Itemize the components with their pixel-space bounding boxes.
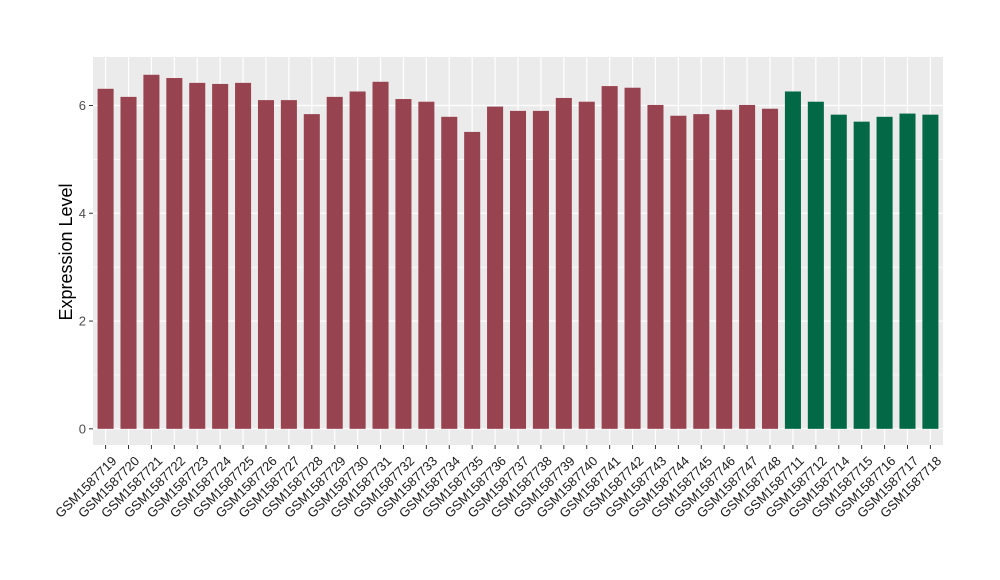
bar-GSM1587745 [693,114,710,429]
bar-GSM1587723 [189,82,206,429]
bar-GSM1587719 [97,88,114,429]
bar-GSM1587742 [624,87,641,429]
bar-GSM1587717 [899,113,916,429]
bar-GSM1587727 [280,100,297,429]
bar-GSM1587726 [257,100,274,429]
bar-GSM1587734 [441,116,458,429]
y-tick-label: 2 [79,314,86,329]
x-axis: GSM1587719GSM1587720GSM1587721GSM1587722… [52,445,944,521]
bar-GSM1587736 [487,106,504,429]
bar-GSM1587716 [876,116,893,429]
y-axis: 0 2 4 6 [79,98,93,436]
bar-GSM1587743 [647,104,664,429]
bar-GSM1587744 [670,115,687,429]
bar-GSM1587729 [326,96,343,429]
bar-GSM1587747 [739,104,756,429]
y-tick-label: 6 [79,98,86,113]
bar-GSM1587737 [509,110,527,429]
y-axis-title: Expression Level [56,183,76,320]
bar-GSM1587731 [372,81,389,429]
bar-GSM1587730 [349,91,366,429]
bar-GSM1587721 [143,74,160,429]
bar-GSM1587735 [464,131,481,429]
y-tick-label: 0 [79,421,86,436]
bar-GSM1587724 [212,83,229,429]
bar-GSM1587738 [532,110,549,429]
bar-GSM1587740 [578,101,595,429]
bar-GSM1587728 [303,114,320,429]
bar-GSM1587746 [716,109,733,429]
bar-GSM1587712 [807,101,824,429]
bar-GSM1587725 [235,82,252,429]
bar-GSM1587741 [601,86,618,429]
bar-GSM1587718 [922,114,939,429]
bar-GSM1587711 [784,91,801,429]
bar-GSM1587748 [762,108,779,429]
bar-GSM1587720 [120,96,137,429]
bar-GSM1587714 [830,114,847,429]
bar-GSM1587733 [418,101,435,429]
bar-GSM1587732 [395,99,412,429]
bar-GSM1587739 [555,97,572,429]
bar-GSM1587722 [166,78,183,429]
bars [97,74,939,429]
y-tick-label: 4 [79,206,86,221]
bar-GSM1587715 [853,121,870,429]
